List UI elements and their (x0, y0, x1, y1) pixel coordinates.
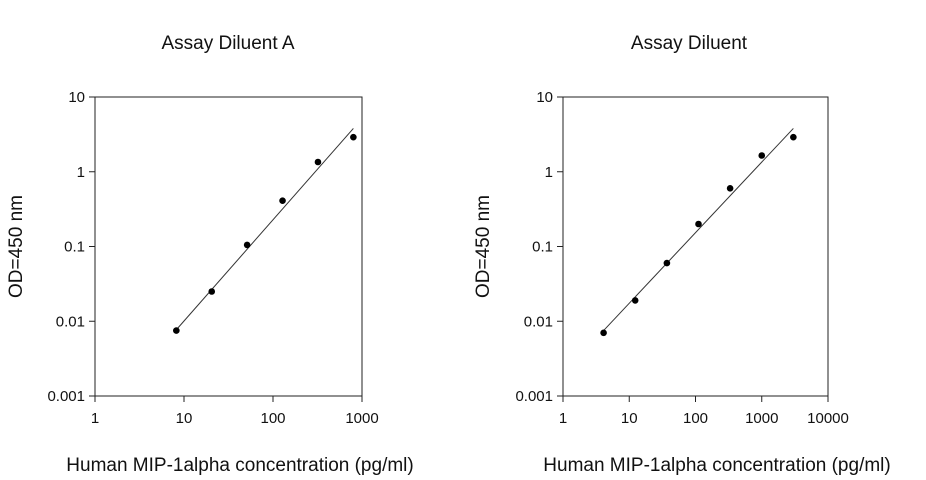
chart-1-data-point-1 (631, 297, 639, 304)
chart-1-plot-frame (562, 96, 829, 397)
chart-0-x-tick-label-3: 1000 (345, 410, 378, 427)
chart-1-data-point-6 (790, 133, 797, 141)
chart-0-y-tick-label-2: 0.1 (64, 239, 85, 256)
chart-1-fit-line (603, 128, 794, 331)
chart-0-x-tick-label-2: 100 (260, 410, 285, 427)
chart-0-data-point-1 (208, 288, 216, 295)
chart-1-data-point-3 (695, 220, 702, 228)
chart-1-y-tick-label-1: 0.01 (524, 313, 553, 330)
chart-1-y-tick-label-3: 1 (545, 164, 553, 181)
chart-1-title: Assay Diluent (631, 33, 748, 54)
chart-1-y-tick-label-4: 10 (536, 89, 553, 106)
chart-1-data-point-2 (663, 259, 671, 267)
chart-1-data-point-4 (726, 185, 734, 192)
chart-0-fit-line (175, 128, 354, 331)
chart-1-x-axis-label: Human MIP-1alpha concentration (pg/ml) (543, 455, 890, 476)
chart-0-x-axis-label: Human MIP-1alpha concentration (pg/ml) (66, 455, 413, 476)
chart-0-x-tick-label-0: 1 (91, 410, 99, 427)
chart-0-y-tick-label-1: 0.01 (56, 313, 85, 330)
chart-0-y-axis-label: OD=450 nm (6, 195, 27, 298)
chart-1-x-tick-label-0: 1 (559, 410, 567, 427)
chart-0-data-point-3 (279, 197, 286, 204)
chart-0-plot-frame (94, 96, 363, 397)
chart-1-x-tick-label-3: 1000 (745, 410, 778, 427)
chart-1-y-axis-label: OD=450 nm (473, 195, 494, 298)
chart-0-y-tick-label-4: 10 (68, 89, 85, 106)
chart-0-x-tick-label-1: 10 (176, 410, 193, 427)
chart-1-x-tick-label-1: 10 (621, 410, 638, 427)
chart-1-data-point-0 (600, 329, 607, 337)
chart-0-data-point-0 (173, 327, 180, 334)
chart-0-title: Assay Diluent A (161, 33, 294, 54)
chart-0-data-point-4 (314, 158, 322, 166)
chart-0-y-tick-label-3: 1 (77, 164, 85, 181)
chart-1-x-tick-label-2: 100 (683, 410, 708, 427)
chart-0-y-tick-label-0: 0.001 (47, 388, 85, 405)
chart-0-data-point-5 (350, 133, 357, 141)
chart-1-data-point-5 (758, 152, 766, 159)
chart-1-y-tick-label-2: 0.1 (532, 239, 553, 256)
chart-1-x-tick-label-4: 10000 (807, 410, 849, 427)
chart-1-y-tick-label-0: 0.001 (515, 388, 553, 405)
chart-0-data-point-2 (243, 241, 251, 249)
